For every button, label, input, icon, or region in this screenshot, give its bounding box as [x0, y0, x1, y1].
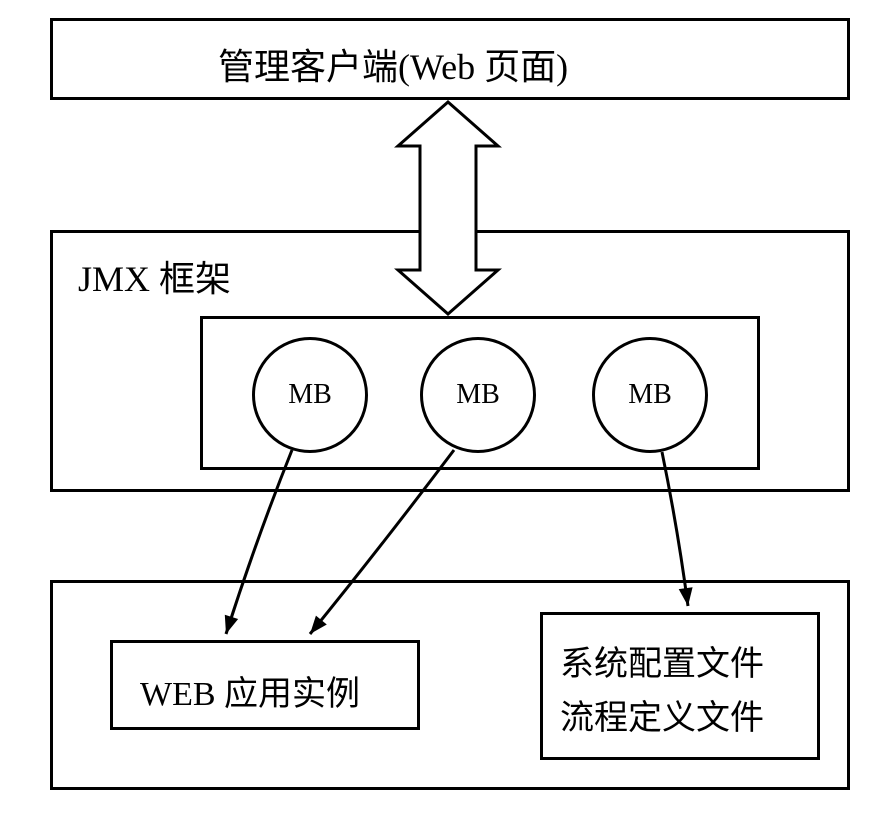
web-instance-label: WEB 应用实例 [140, 666, 360, 715]
jmx-label: JMX 框架 [78, 250, 231, 302]
mbean-label: MB [628, 379, 672, 411]
config-line1: 系统配置文件 [560, 636, 764, 685]
config-line2: 流程定义文件 [560, 690, 764, 739]
client-label: 管理客户端(Web 页面) [218, 38, 568, 90]
mbean-circle: MB [252, 337, 368, 453]
mbean-label: MB [288, 379, 332, 411]
mbean-circle: MB [420, 337, 536, 453]
mbean-circle: MB [592, 337, 708, 453]
mbean-label: MB [456, 379, 500, 411]
